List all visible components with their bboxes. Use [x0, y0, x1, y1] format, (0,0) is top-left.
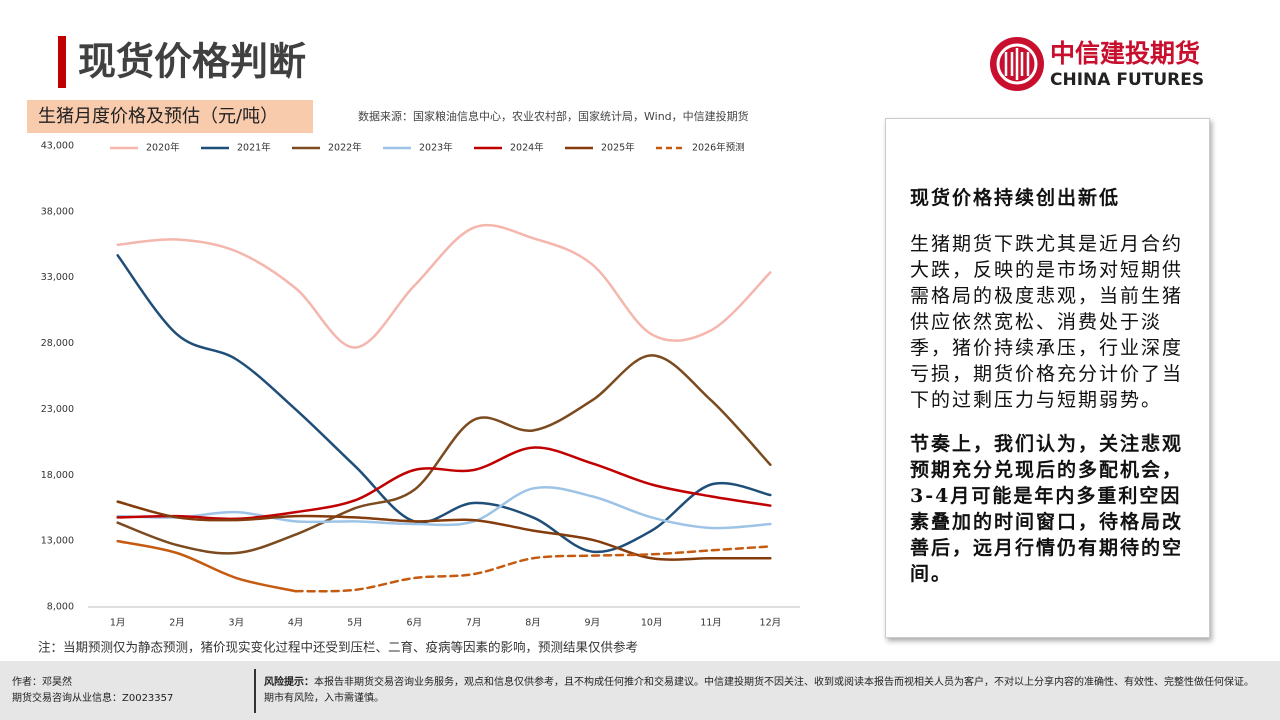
x-tick-label: 8月	[525, 618, 541, 629]
title-bar	[58, 36, 66, 88]
x-tick-label: 12月	[760, 618, 782, 629]
legend-label: 2020年	[146, 142, 180, 154]
series-line	[294, 545, 772, 593]
legend-label: 2022年	[328, 142, 362, 154]
footer-risk-label: 风险提示：	[264, 677, 314, 688]
logo-cn: 中信建投期货	[1050, 39, 1200, 68]
series-line	[116, 354, 772, 555]
y-tick-label: 23,000	[41, 404, 74, 415]
legend-label: 2025年	[601, 142, 635, 154]
legend-label: 2023年	[419, 142, 453, 154]
footer-author-block: 作者：邓昊然 期货交易咨询从业信息：Z0023357	[12, 675, 173, 707]
panel-heading: 现货价格持续创出新低	[910, 187, 1121, 209]
legend-label: 2026年预测	[692, 142, 745, 154]
series-line	[116, 446, 772, 521]
x-tick-label: 9月	[585, 618, 601, 629]
panel-paragraph: 生猪期货下跌尤其是近月合约大跌，反映的是市场对短期供需格局的极度悲观，当前生猪供…	[910, 233, 1184, 411]
x-tick-label: 6月	[407, 618, 423, 629]
x-tick-label: 1月	[110, 618, 126, 629]
series-line	[116, 539, 297, 593]
series-line	[116, 500, 772, 561]
x-tick-label: 2月	[169, 618, 185, 629]
series-line	[116, 254, 772, 554]
logo-ring	[996, 43, 1038, 85]
y-tick-label: 38,000	[41, 206, 74, 217]
y-tick-label: 18,000	[41, 470, 74, 481]
x-tick-label: 10月	[641, 618, 663, 629]
page-title: 现货价格判断	[78, 40, 306, 84]
footer-divider	[254, 669, 256, 713]
x-tick-label: 11月	[700, 618, 722, 629]
series-line	[116, 486, 772, 530]
logo-lines	[1004, 48, 1030, 80]
chart-note: 注：当期预测仅为静态预测，猪价现实变化过程中还受到压栏、二育、疫病等因素的影响，…	[38, 640, 638, 655]
panel-paragraph: 节奏上，我们认为，关注悲观预期充分兑现后的多配机会，3-4月可能是年内多重利空因…	[910, 433, 1184, 585]
slide: 现货价格判断 中信建投期货 CHINA FUTURES 生猪月度价格及预估（元/…	[27, 36, 1204, 655]
commentary-panel: 现货价格持续创出新低 生猪期货下跌尤其是近月合约大跌，反映的是市场对短期供需格局…	[885, 118, 1210, 638]
legend-label: 2021年	[237, 142, 271, 154]
y-tick-label: 33,000	[41, 272, 74, 283]
y-tick-label: 28,000	[41, 338, 74, 349]
x-tick-label: 4月	[288, 618, 304, 629]
footer: 作者：邓昊然 期货交易咨询从业信息：Z0023357 风险提示：本报告非期货交易…	[0, 661, 1280, 720]
footer-risk-text: 本报告非期货交易咨询业务服务，观点和信息仅供参考，且不构成任何推介和交易建议。中…	[264, 677, 1254, 704]
x-tick-label: 3月	[229, 618, 245, 629]
y-tick-label: 13,000	[41, 536, 74, 547]
chart-title-box	[27, 100, 313, 133]
chart-source: 数据来源：国家粮油信息中心，农业农村部，国家统计局，Wind，中信建投期货	[358, 109, 749, 123]
footer-author: 作者：邓昊然	[12, 677, 72, 688]
footer-risk: 风险提示：本报告非期货交易咨询业务服务，观点和信息仅供参考，且不构成任何推介和交…	[264, 675, 1254, 707]
x-tick-label: 7月	[466, 618, 482, 629]
legend-label: 2024年	[510, 142, 544, 154]
y-tick-label: 8,000	[47, 602, 74, 613]
series-line	[116, 223, 772, 349]
x-tick-label: 5月	[347, 618, 363, 629]
footer-license: 期货交易咨询从业信息：Z0023357	[12, 693, 174, 704]
logo-en: CHINA FUTURES	[1050, 70, 1204, 90]
y-tick-label: 43,000	[41, 141, 74, 152]
chart-title: 生猪月度价格及预估（元/吨）	[38, 106, 278, 127]
